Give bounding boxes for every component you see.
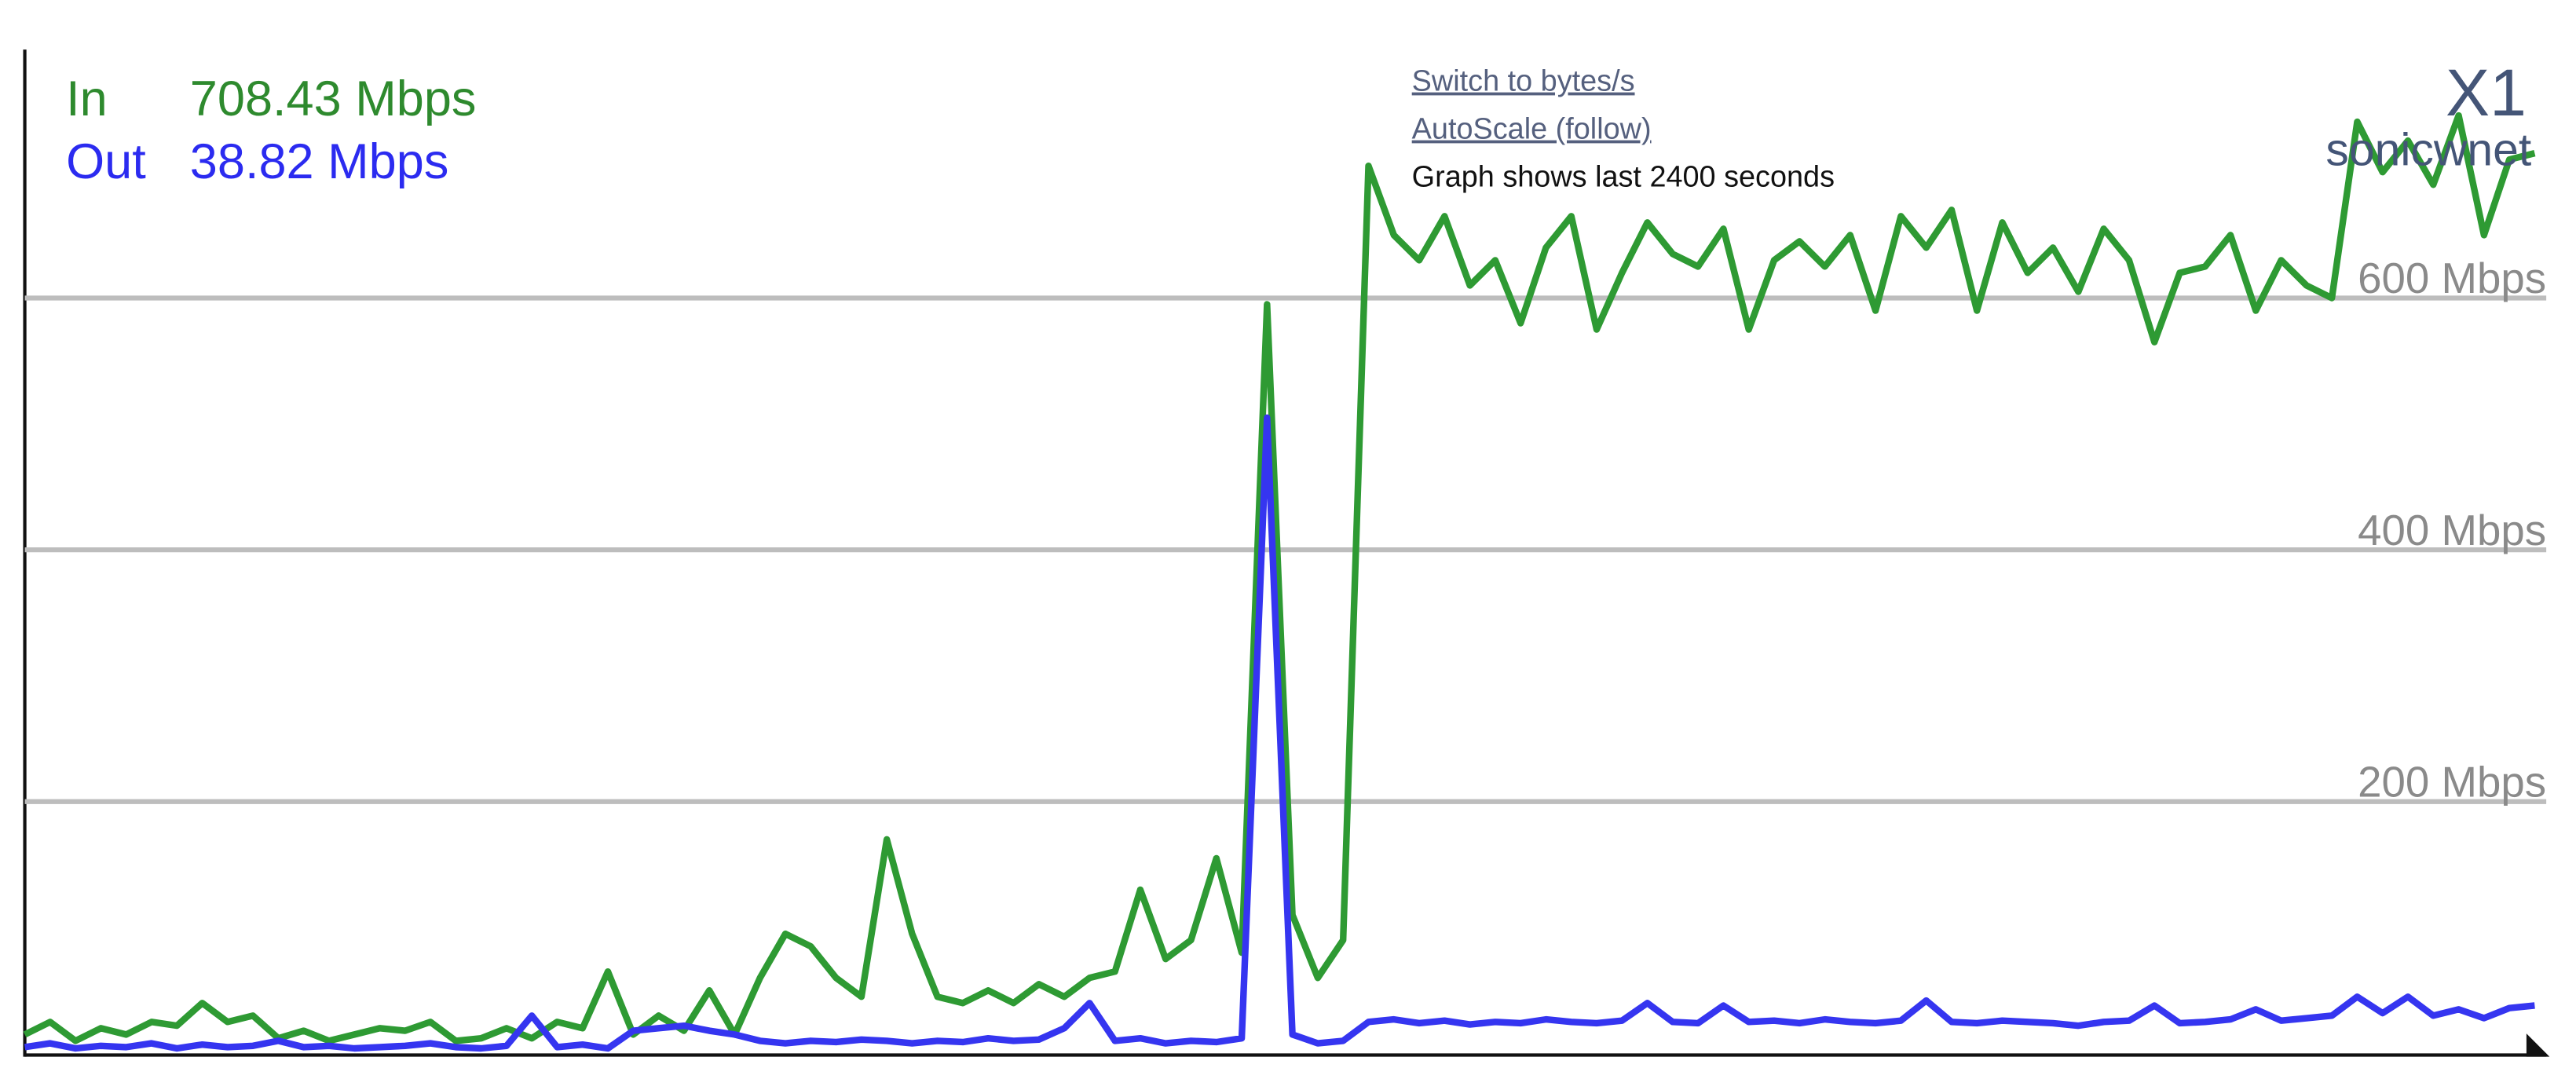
y-tick-label: 400 Mbps	[2358, 507, 2546, 554]
note: Graph shows last 2400 seconds	[1412, 161, 1835, 194]
resize-corner	[2526, 1033, 2550, 1057]
autoscale-link[interactable]: AutoScale (follow)	[1412, 113, 1652, 146]
interface-label: X1	[2446, 56, 2527, 130]
switch-link[interactable]: Switch to bytes/s	[1412, 65, 1635, 98]
legend-out: Out	[66, 134, 146, 189]
series-line	[23, 112, 2536, 1044]
y-tick-label: 200 Mbps	[2358, 758, 2546, 806]
legend-out-value: 38.82 Mbps	[190, 134, 449, 189]
y-tick-label: 600 Mbps	[2358, 254, 2546, 302]
legend-in-value: 708.43 Mbps	[190, 71, 477, 126]
legend-in: In	[66, 71, 108, 126]
host-label: sonicwnet	[2325, 124, 2531, 175]
series-line	[24, 414, 2535, 1052]
